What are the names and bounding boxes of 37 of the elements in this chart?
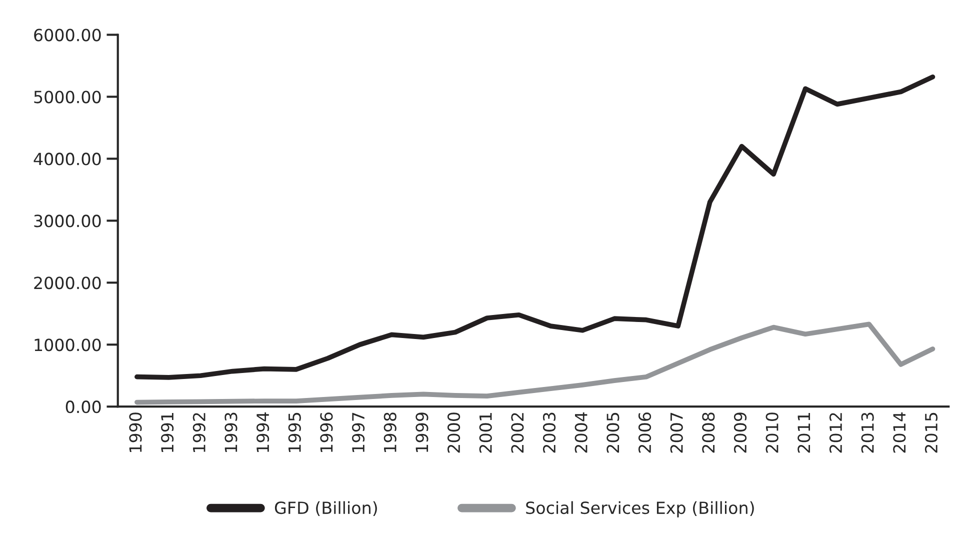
y-tick-label: 6000.00: [34, 28, 101, 42]
x-tick-label: 1995: [288, 412, 301, 452]
x-tick-label: 1990: [129, 412, 142, 452]
x-tick-label: 1994: [256, 412, 270, 452]
x-tick-label: 2009: [734, 412, 747, 453]
line-series: [134, 322, 936, 405]
x-tick-label: 2005: [606, 412, 620, 453]
y-tick-label: 1000.00: [34, 338, 101, 352]
y-tick-label: 5000.00: [34, 90, 101, 104]
x-tick-label: 2011: [798, 413, 810, 453]
x-tick-label: 2001: [479, 413, 492, 453]
x-tick-label: 1993: [224, 412, 238, 452]
x-tick-label: 1992: [192, 413, 206, 452]
legend-label: GFD (Billion): [274, 501, 377, 516]
x-tick-label: 2014: [893, 412, 906, 453]
x-tick-label: 1998: [384, 412, 396, 452]
x-tick-label: 2006: [638, 412, 652, 453]
x-tick-label: 1996: [320, 412, 333, 452]
x-tick-label: 2010: [766, 412, 778, 453]
x-tick-label: 2004: [574, 412, 588, 453]
x-tick-label: 2008: [702, 412, 715, 453]
x-tick-label: 1991: [161, 413, 174, 452]
y-tick-label: 3000.00: [34, 214, 101, 228]
x-tick-label: 2015: [924, 412, 938, 453]
x-tick-label: 2002: [511, 413, 524, 453]
x-tick-label: 2003: [542, 412, 556, 453]
x-tick-label: 1999: [416, 412, 428, 452]
x-tick-label: 2012: [829, 413, 842, 453]
x-tick-label: 1997: [352, 412, 365, 452]
y-tick-label: 0.00: [66, 400, 101, 414]
x-tick-label: 2007: [670, 412, 683, 453]
legend-label: Social Services Exp (Billion): [526, 501, 754, 518]
x-tick-label: 2013: [861, 412, 874, 453]
line-series: [134, 74, 936, 380]
y-tick-label: 2000.00: [34, 276, 101, 290]
y-tick-label: 4000.00: [34, 152, 101, 166]
x-tick-label: 2000: [447, 412, 460, 453]
